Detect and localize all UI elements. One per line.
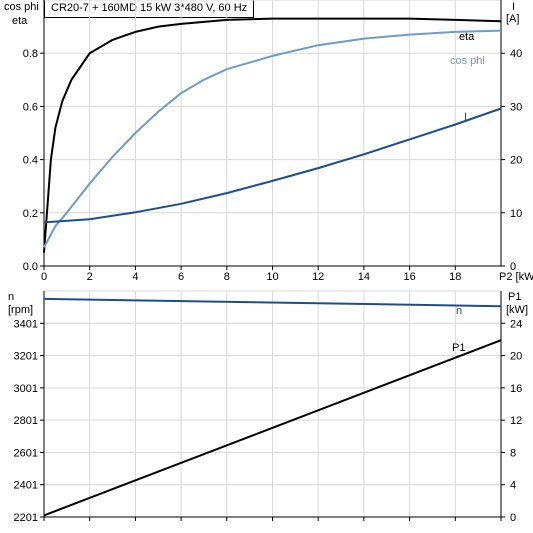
right-tick-label: 20 [510,155,522,167]
series-line-eta [43,17,502,253]
left-tick-label: 0.6 [23,101,38,113]
right-tick-label: 12 [510,415,522,427]
right-axis-unit: [A] [506,13,519,25]
series-label-cos-phi: cos phi [450,55,485,67]
right-tick-label: 0 [510,261,516,273]
left-tick-label: 3401 [14,318,38,330]
right-tick-label: 0 [510,512,516,524]
series-line-I [43,107,502,224]
x-tick-label: 12 [312,271,324,283]
chart-title: CR20-7 + 160MD 15 kW 3*480 V, 60 Hz [44,0,255,18]
right-tick-label: 10 [510,208,522,220]
left-axis-unit: eta [12,15,28,27]
left-tick-label: 3001 [14,383,38,395]
left-tick-label: 0.8 [23,48,38,60]
x-tick-label: 10 [266,271,278,283]
right-tick-label: 16 [510,383,522,395]
x-tick-label: 0 [41,271,47,283]
series-label-eta: eta [459,31,475,43]
x-tick-label: 4 [132,271,138,283]
x-tick-label: 6 [178,271,184,283]
left-tick-label: 2801 [14,415,38,427]
left-axis-label: cos phi [4,1,39,13]
left-tick-label: 0.2 [23,208,38,220]
right-tick-label: 20 [510,351,522,363]
series-line-n [43,297,502,308]
left-tick-label: 2601 [14,447,38,459]
right-tick-label: 40 [510,48,522,60]
series-label-I: I [464,111,467,123]
series-line-cos-phi [43,29,502,248]
left-tick-label: 3201 [14,351,38,363]
left-axis-unit: [rpm] [8,304,33,316]
right-axis-label: P1 [508,291,521,303]
left-tick-label: 2201 [14,512,38,524]
series-line-P1 [43,339,502,517]
right-tick-label: 4 [510,480,516,492]
right-tick-label: 30 [510,101,522,113]
right-tick-label: 24 [510,318,522,330]
series-label-P1: P1 [452,342,465,354]
right-axis-unit: [kW] [506,304,528,316]
left-tick-label: 2401 [14,480,38,492]
x-axis-label: P2 [kW] [499,271,533,283]
right-tick-label: 8 [510,447,516,459]
x-tick-label: 18 [449,271,461,283]
right-axis-label: I [512,1,515,13]
left-axis-label: n [8,291,14,303]
x-tick-label: 16 [403,271,415,283]
x-tick-label: 14 [358,271,370,283]
x-tick-label: 8 [224,271,230,283]
x-tick-label: 2 [87,271,93,283]
series-label-n: n [456,305,462,317]
left-tick-label: 0.4 [23,155,38,167]
left-tick-label: 0.0 [23,261,38,273]
